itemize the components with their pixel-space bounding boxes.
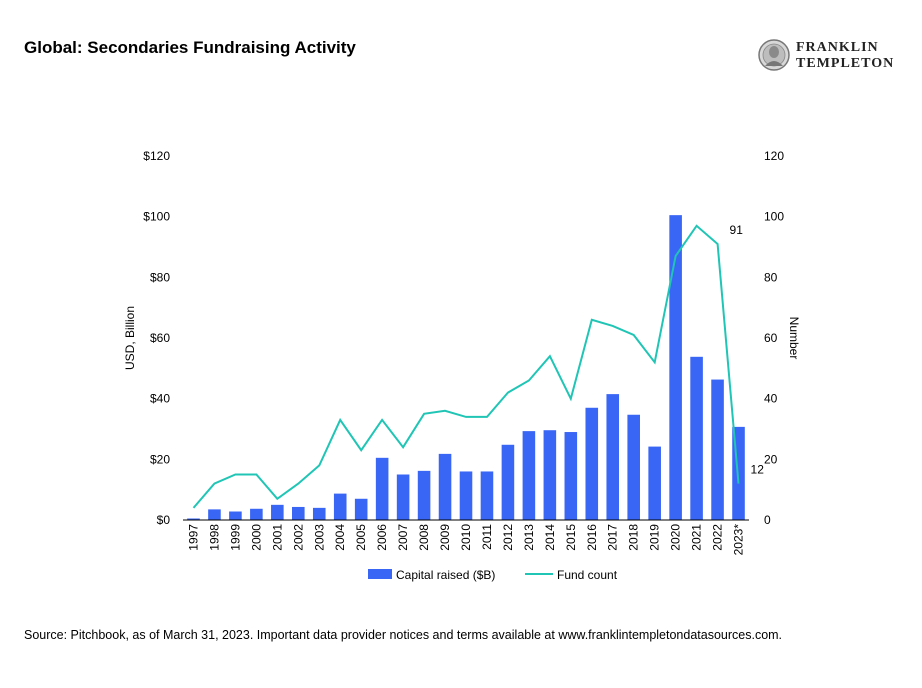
- x-tick-label: 2009: [438, 524, 452, 551]
- x-tick-label: 1997: [186, 524, 200, 551]
- bar-2004: [333, 493, 347, 520]
- bar-2016: [585, 407, 599, 520]
- bar-2021: [690, 356, 703, 520]
- bar-2014: [543, 430, 557, 520]
- x-tick-label: 2021: [690, 524, 704, 551]
- right-tick-label: 120: [764, 149, 784, 163]
- bar-1997: [187, 518, 200, 520]
- fund-count-line: [192, 224, 740, 509]
- y-axis-label-right: Number: [787, 317, 801, 360]
- logo-line-1: FRANKLIN: [796, 40, 879, 55]
- data-label-2023*: 12: [751, 463, 765, 477]
- x-tick-label: 2005: [354, 524, 368, 551]
- bar-2019: [648, 446, 661, 520]
- x-tick-label: 2001: [270, 524, 284, 551]
- left-tick-label: $60: [150, 331, 170, 345]
- x-tick-label: 2010: [459, 524, 473, 551]
- bar-2005: [354, 498, 368, 520]
- bar-1999: [229, 511, 242, 520]
- left-axis-ticks: $0 $20 $40 $60 $80 $100 $120: [143, 149, 170, 527]
- x-tick-label: 2015: [564, 524, 578, 551]
- bar-2018: [627, 414, 640, 520]
- x-tick-label: 2003: [312, 524, 326, 551]
- right-tick-label: 100: [764, 210, 784, 224]
- right-axis-ticks: 0 20 40 60 80 100 120: [764, 149, 784, 527]
- left-tick-label: $100: [143, 210, 170, 224]
- legend: Capital raised ($B) Fund count: [368, 568, 618, 582]
- right-tick-label: 40: [764, 392, 778, 406]
- right-tick-label: 20: [764, 452, 778, 466]
- x-tick-label: 2014: [543, 524, 557, 551]
- x-tick-label: 2019: [648, 524, 662, 551]
- bar-2007: [396, 474, 410, 520]
- annotations: 91 12: [730, 223, 765, 477]
- bar-2002: [292, 506, 305, 520]
- left-tick-label: $40: [150, 392, 170, 406]
- left-tick-label: $0: [157, 513, 171, 527]
- x-tick-label: 1998: [207, 524, 221, 551]
- bar-2022: [711, 379, 724, 520]
- left-tick-label: $20: [150, 452, 170, 466]
- x-tick-label: 2004: [333, 524, 347, 551]
- bar-2003: [312, 507, 326, 520]
- x-tick-label: 2008: [417, 524, 431, 551]
- chart-svg: $0 $20 $40 $60 $80 $100 $120 0 20 40 60 80 100 120 U…: [123, 149, 801, 582]
- bar-1998: [208, 509, 221, 520]
- bar-2015: [564, 432, 578, 520]
- franklin-templeton-logo: FRANKLIN TEMPLETON: [756, 38, 906, 74]
- y-axis-label-left: USD, Billion: [123, 306, 137, 370]
- left-tick-label: $120: [143, 149, 170, 163]
- x-axis-ticks: 1997 1998 1999 2000 2001 2002 2003 2004 2005 2006…: [186, 524, 745, 556]
- bar-2010: [459, 471, 473, 520]
- x-tick-label: 2000: [249, 524, 263, 551]
- legend-label-fund-count: Fund count: [557, 568, 618, 582]
- bar-2009: [438, 453, 452, 520]
- bar-2013: [522, 431, 536, 520]
- x-tick-label: 2006: [375, 524, 389, 551]
- bar-2020: [669, 215, 682, 520]
- source-note: Source: Pitchbook, as of March 31, 2023.…: [24, 628, 783, 642]
- left-tick-label: $80: [150, 270, 170, 284]
- legend-label-capital: Capital raised ($B): [396, 568, 495, 582]
- x-tick-label: 2023*: [732, 524, 746, 556]
- chart-title: Global: Secondaries Fundraising Activity: [24, 38, 356, 57]
- bar-2008: [417, 470, 431, 520]
- x-tick-label: 2002: [291, 524, 305, 551]
- right-tick-label: 0: [764, 513, 771, 527]
- bar-series: [187, 215, 745, 520]
- bar-2011: [480, 471, 494, 520]
- data-label-2022: 91: [730, 223, 744, 237]
- right-tick-label: 80: [764, 270, 778, 284]
- bar-2017: [606, 394, 620, 520]
- x-tick-label: 2007: [396, 524, 410, 551]
- bar-2006: [375, 457, 389, 520]
- x-tick-label: 2022: [711, 524, 725, 551]
- x-tick-label: 2017: [606, 524, 620, 551]
- x-tick-label: 2018: [627, 524, 641, 551]
- x-tick-label: 2013: [522, 524, 536, 551]
- legend-swatch-capital: [368, 569, 392, 579]
- x-tick-label: 2020: [669, 524, 683, 551]
- bar-2012: [501, 444, 515, 520]
- x-tick-label: 2012: [501, 524, 515, 551]
- logo-line-2: TEMPLETON: [796, 56, 895, 71]
- x-tick-label: 1999: [228, 524, 242, 551]
- x-tick-label: 2011: [480, 524, 494, 550]
- bar-2000: [250, 508, 263, 520]
- bar-2001: [271, 504, 284, 520]
- portrait-seal-icon: [758, 39, 790, 71]
- x-tick-label: 2016: [585, 524, 599, 551]
- right-tick-label: 60: [764, 331, 778, 345]
